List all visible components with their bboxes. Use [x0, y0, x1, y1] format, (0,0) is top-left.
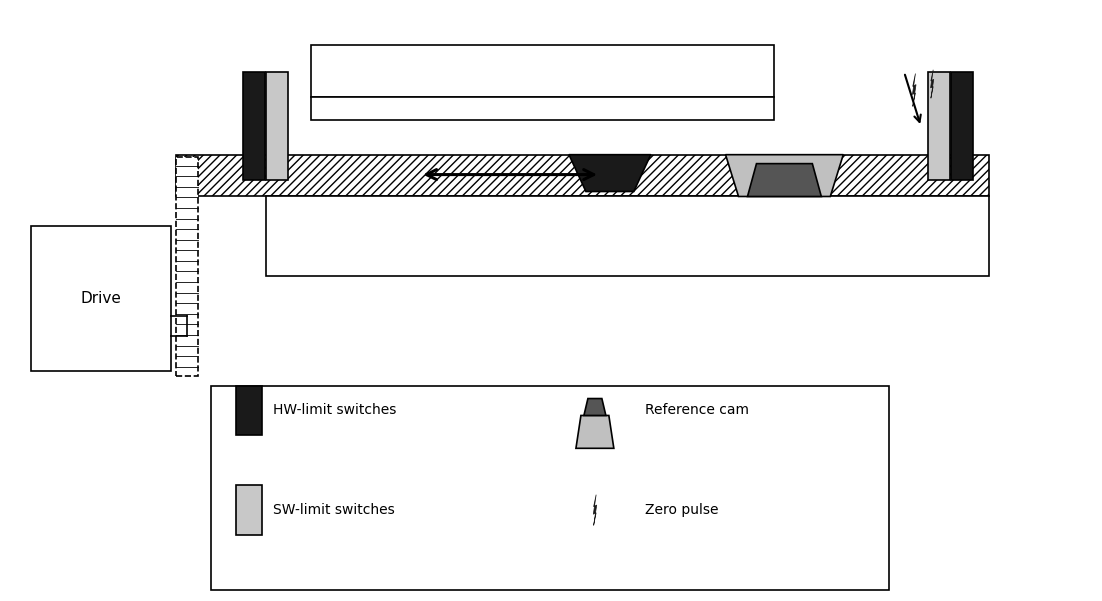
Polygon shape	[725, 154, 843, 197]
Text: Drive: Drive	[80, 291, 121, 306]
Bar	[176, 154, 988, 197]
Bar	[951, 72, 973, 180]
Text: HW-limit switches: HW-limit switches	[272, 403, 396, 418]
Polygon shape	[584, 398, 606, 415]
Polygon shape	[593, 495, 596, 525]
Polygon shape	[576, 415, 614, 448]
Bar	[176, 157, 198, 376]
Polygon shape	[569, 154, 651, 192]
Bar	[266, 72, 288, 180]
Bar	[311, 45, 775, 97]
Bar	[31, 227, 171, 371]
Text: SW-limit switches: SW-limit switches	[272, 503, 395, 517]
Bar	[236, 485, 262, 535]
Polygon shape	[912, 73, 916, 106]
Bar	[242, 72, 264, 180]
Polygon shape	[747, 163, 821, 197]
Bar	[266, 197, 988, 276]
Bar	[236, 386, 262, 435]
Polygon shape	[930, 70, 933, 98]
Text: Slide: Slide	[523, 64, 561, 79]
Text: Reference cam: Reference cam	[645, 403, 748, 418]
Bar	[928, 72, 950, 180]
Bar	[210, 386, 889, 590]
Bar	[311, 97, 775, 120]
Text: Zero pulse: Zero pulse	[645, 503, 719, 517]
